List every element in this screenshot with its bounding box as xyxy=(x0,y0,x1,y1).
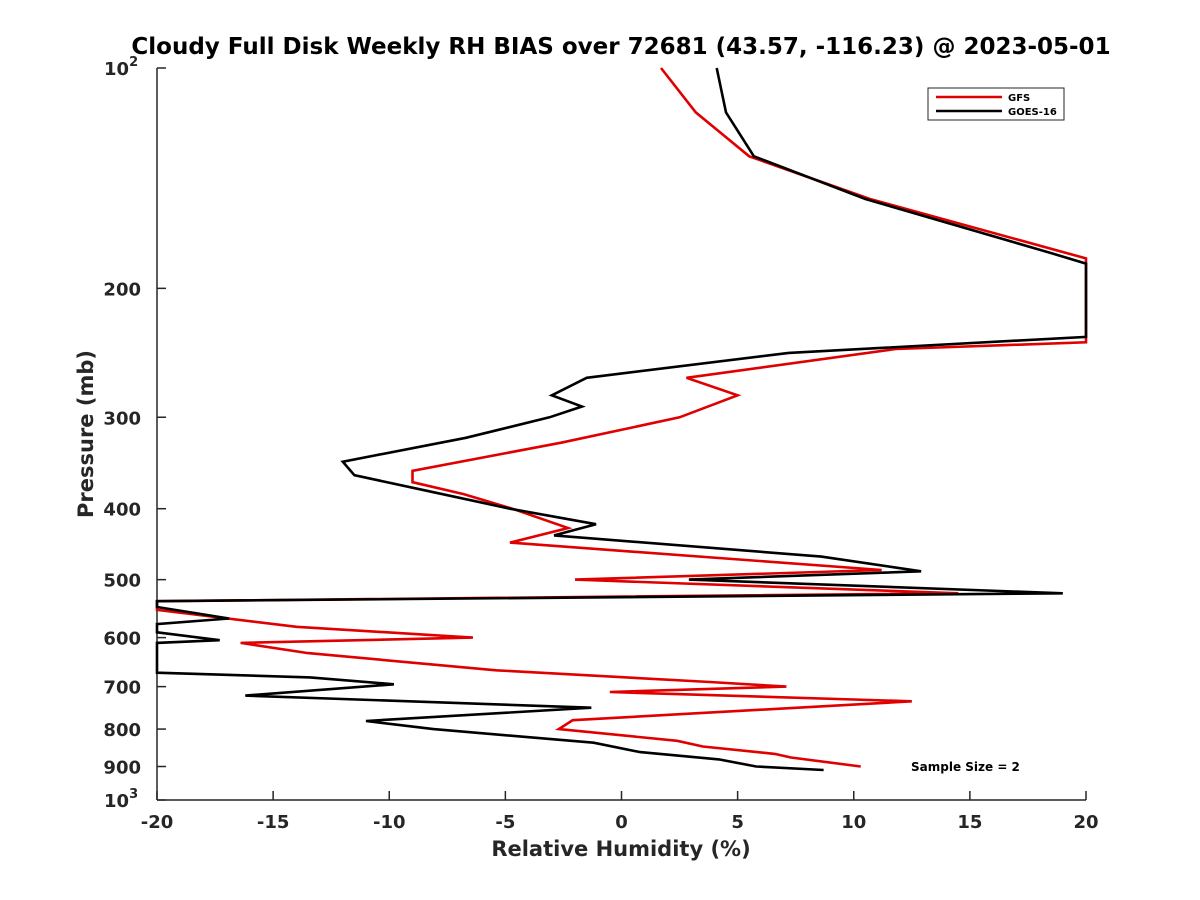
y-tick-label: 400 xyxy=(103,500,141,521)
x-axis-ticks: -20 -15 -10 -5 0 5 10 15 20 xyxy=(141,791,1099,833)
y-tick-label: 700 xyxy=(103,678,141,699)
x-tick-label: -5 xyxy=(495,812,515,833)
plot-area xyxy=(156,68,1086,801)
x-tick-label: -20 xyxy=(141,812,174,833)
y-tick-label: 200 xyxy=(103,279,141,300)
x-tick-label: 20 xyxy=(1073,812,1098,833)
legend: GFS GOES-16 xyxy=(927,87,1065,121)
y-tick-label: 900 xyxy=(103,758,141,779)
x-tick-label: -10 xyxy=(373,812,406,833)
sample-size-annotation: Sample Size = 2 xyxy=(911,760,1020,774)
legend-label-goes-16: GOES-16 xyxy=(1008,107,1057,118)
series-layer xyxy=(155,67,1088,772)
y-tick-label: 300 xyxy=(103,408,141,429)
x-tick-label: 10 xyxy=(841,812,866,833)
y-tick-label: 500 xyxy=(103,571,141,592)
y-tick-label: 600 xyxy=(103,629,141,650)
series-line-gfs xyxy=(155,67,1088,768)
x-tick-label: 5 xyxy=(731,812,744,833)
y-tick-label: 800 xyxy=(103,720,141,741)
legend-box xyxy=(927,87,1065,121)
y-axis-ticks: 102 200 300 400 500 600 700 800 900 103 xyxy=(103,55,166,812)
x-tick-label: 0 xyxy=(615,812,628,833)
chart-title: Cloudy Full Disk Weekly RH BIAS over 726… xyxy=(131,34,1110,60)
x-tick-label: -15 xyxy=(257,812,290,833)
x-tick-label: 15 xyxy=(957,812,982,833)
y-tick-label: 103 xyxy=(104,787,138,812)
y-tick-label: 102 xyxy=(104,55,138,80)
y-axis-label: Pressure (mb) xyxy=(74,350,98,518)
series-line-goes-16 xyxy=(155,67,1088,772)
x-axis-label: Relative Humidity (%) xyxy=(491,837,750,861)
legend-label-gfs: GFS xyxy=(1008,93,1030,104)
